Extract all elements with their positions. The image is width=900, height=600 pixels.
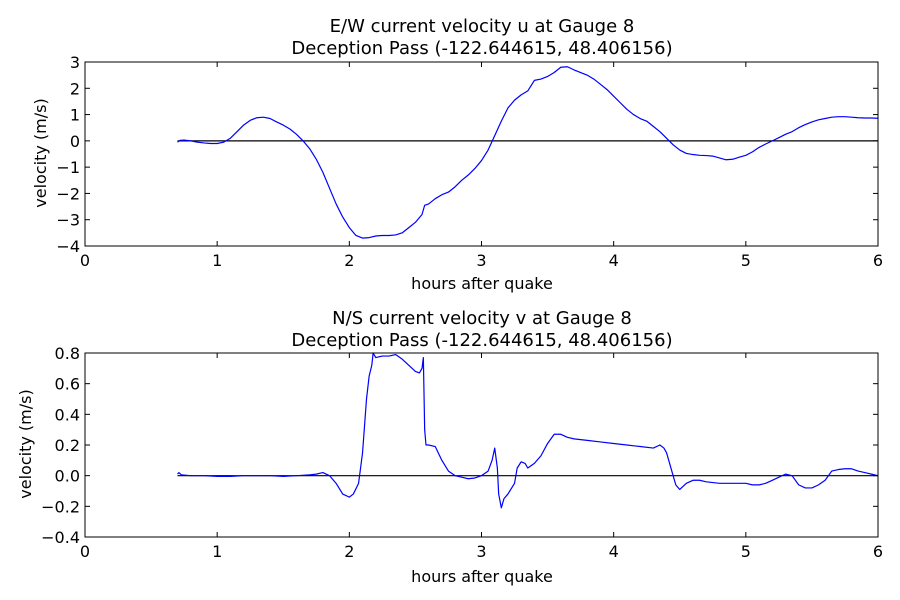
plot-area-v: 0 1 2 3 4 5 6 −0.4 −0.2 0.0 0.2 0.4 0.6 0.8 <box>41 344 883 561</box>
y-tick-label-u: 3 <box>70 53 80 72</box>
y-tick-label-v: −0.2 <box>41 497 80 516</box>
x-tick-label-u: 3 <box>476 251 486 270</box>
x-tick-label-u: 1 <box>212 251 222 270</box>
y-tick-label-u: 0 <box>70 132 80 151</box>
x-tick-label-u: 0 <box>80 251 90 270</box>
chart-subtitle-v: Deception Pass (-122.644615, 48.406156) <box>291 330 672 351</box>
series-line-u <box>177 66 879 239</box>
x-axis-label-v: hours after quake <box>411 567 553 586</box>
x-tick-label-u: 4 <box>609 251 619 270</box>
x-tick-label-u: 5 <box>741 251 751 270</box>
chart-panel-v: N/S current velocity v at Gauge 8 Decept… <box>16 308 883 586</box>
x-tick-label-u: 2 <box>344 251 354 270</box>
y-tick-label-u: 2 <box>70 79 80 98</box>
y-tick-label-u: −2 <box>56 184 80 203</box>
y-tick-label-u: −1 <box>56 158 80 177</box>
y-axis-label-u: velocity (m/s) <box>31 98 50 207</box>
x-tick-label-v: 2 <box>344 542 354 561</box>
plot-area-u: 0 1 2 3 4 5 6 −4 −3 −2 −1 0 1 2 3 <box>56 53 883 270</box>
y-tick-label-v: 0.4 <box>55 405 80 424</box>
chart-panel-u: E/W current velocity u at Gauge 8 Decept… <box>31 16 883 293</box>
y-axis-label-v: velocity (m/s) <box>16 389 35 498</box>
y-tick-label-v: 0.6 <box>55 375 80 394</box>
plot-frame-v <box>84 352 879 538</box>
y-tick-label-u: −3 <box>56 211 80 230</box>
chart-title-v: N/S current velocity v at Gauge 8 <box>332 308 632 329</box>
y-tick-label-v: 0.0 <box>55 467 80 486</box>
plot-frame-u <box>84 61 879 247</box>
series-line-v <box>177 352 879 509</box>
x-axis-label-u: hours after quake <box>411 274 553 293</box>
y-tick-label-v: 0.8 <box>55 344 80 363</box>
chart-title-u: E/W current velocity u at Gauge 8 <box>330 16 635 37</box>
x-tick-label-v: 1 <box>212 542 222 561</box>
x-tick-label-u: 6 <box>873 251 883 270</box>
y-tick-label-u: −4 <box>56 237 80 256</box>
chart-subtitle-u: Deception Pass (-122.644615, 48.406156) <box>291 38 672 59</box>
x-tick-label-v: 6 <box>873 542 883 561</box>
x-tick-label-v: 5 <box>741 542 751 561</box>
x-tick-label-v: 3 <box>476 542 486 561</box>
y-tick-label-v: −0.4 <box>41 528 80 547</box>
y-tick-label-v: 0.2 <box>55 436 80 455</box>
y-tick-label-u: 1 <box>70 106 80 125</box>
x-tick-label-v: 4 <box>609 542 619 561</box>
x-tick-label-v: 0 <box>80 542 90 561</box>
